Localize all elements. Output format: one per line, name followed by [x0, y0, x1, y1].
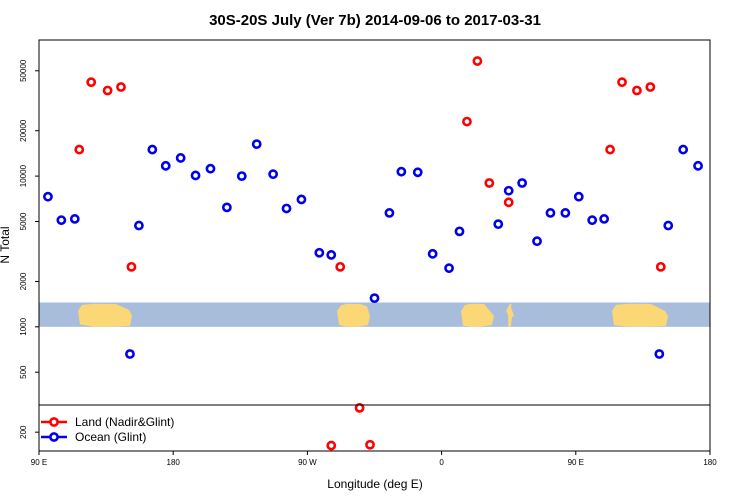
ocean-point: [444, 263, 454, 274]
ocean-point: [663, 220, 674, 231]
legend-label-land: Land (Nadir&Glint): [75, 415, 174, 429]
ocean-point: [43, 191, 53, 202]
ocean-point: [545, 208, 556, 218]
ocean-point: [678, 144, 689, 155]
ocean-point: [693, 160, 703, 171]
ocean-point: [160, 160, 171, 171]
land-point: [655, 261, 666, 272]
land-point: [632, 85, 642, 96]
land-point: [116, 82, 126, 92]
land-band: [39, 302, 710, 327]
ocean-point: [205, 163, 216, 174]
land-blob: [461, 303, 494, 327]
legend-marker-land: [49, 417, 59, 427]
x-tick-label: 90 E: [568, 458, 584, 467]
x-tick-label: 90 W: [298, 458, 317, 467]
y-tick-label: 200: [19, 425, 28, 439]
legend-marker-ocean: [49, 432, 59, 442]
ocean-point: [251, 139, 262, 150]
ocean-point: [369, 293, 380, 304]
ocean-point: [573, 191, 584, 202]
ocean-point: [326, 250, 337, 260]
land-blob: [612, 303, 668, 327]
chart-title: 30S-20S July (Ver 7b) 2014-09-06 to 2017…: [209, 12, 541, 29]
ocean-point: [296, 194, 307, 205]
ocean-point: [175, 153, 186, 163]
x-tick-label: 180: [703, 458, 717, 467]
land-point: [472, 56, 483, 66]
legend-label-ocean: Ocean (Glint): [75, 430, 146, 444]
data-points: [43, 56, 703, 451]
y-axis-label: N Total: [0, 226, 12, 263]
ocean-point: [517, 178, 528, 188]
ocean-point: [147, 144, 158, 155]
ocean-point: [427, 248, 438, 259]
land-point: [102, 85, 113, 96]
ocean-point: [503, 185, 514, 196]
x-tick-label: 90 E: [31, 458, 47, 467]
ocean-point: [493, 219, 504, 230]
ocean-point: [454, 226, 465, 237]
land-point: [354, 402, 365, 413]
land-point: [335, 261, 346, 272]
x-tick-label: 0: [439, 458, 444, 467]
land-point: [326, 440, 337, 451]
land-blob: [78, 303, 132, 327]
ocean-point: [236, 171, 247, 182]
ocean-point: [268, 169, 279, 180]
ocean-point: [221, 202, 232, 213]
y-axis-ticks: 200 500 1000 2000 5000 10000 20000 50000: [19, 59, 39, 439]
ocean-point: [69, 214, 80, 224]
ocean-point: [599, 214, 610, 224]
land-point: [86, 77, 97, 88]
ocean-point: [125, 349, 135, 359]
land-point: [617, 77, 627, 88]
ocean-point: [56, 215, 67, 226]
y-tick-label: 50000: [19, 59, 28, 82]
ocean-point: [384, 208, 395, 218]
land-point: [484, 178, 495, 188]
land-point: [605, 144, 615, 155]
land-blob: [506, 303, 514, 327]
x-tick-label: 180: [167, 458, 181, 467]
ocean-point: [654, 349, 665, 359]
ocean-band: [39, 302, 710, 327]
ocean-point: [314, 247, 325, 258]
land-point: [74, 144, 85, 155]
x-axis-ticks: 90 E 180 90 W 0 90 E 180: [31, 451, 717, 467]
ocean-point: [134, 220, 144, 231]
ocean-point: [412, 167, 423, 178]
land-blob: [337, 303, 370, 327]
y-tick-label: 20000: [19, 119, 28, 142]
ocean-point: [281, 203, 292, 214]
land-point: [645, 82, 656, 92]
land-point: [365, 439, 375, 450]
ocean-point: [587, 215, 598, 226]
y-tick-label: 1000: [19, 317, 28, 335]
land-point: [503, 197, 514, 208]
y-tick-label: 10000: [19, 164, 28, 187]
ocean-point: [532, 236, 542, 247]
ocean-point: [560, 208, 571, 218]
ocean-point: [190, 170, 201, 181]
y-tick-label: 2000: [19, 272, 28, 290]
land-point: [126, 261, 137, 272]
y-tick-label: 500: [19, 365, 28, 379]
ocean-point: [396, 166, 407, 177]
x-axis-label: Longitude (deg E): [327, 477, 422, 491]
land-point: [462, 116, 472, 127]
y-tick-label: 5000: [19, 212, 28, 230]
plot-frame: [38, 39, 711, 452]
legend: Land (Nadir&Glint)Ocean (Glint): [41, 415, 174, 444]
